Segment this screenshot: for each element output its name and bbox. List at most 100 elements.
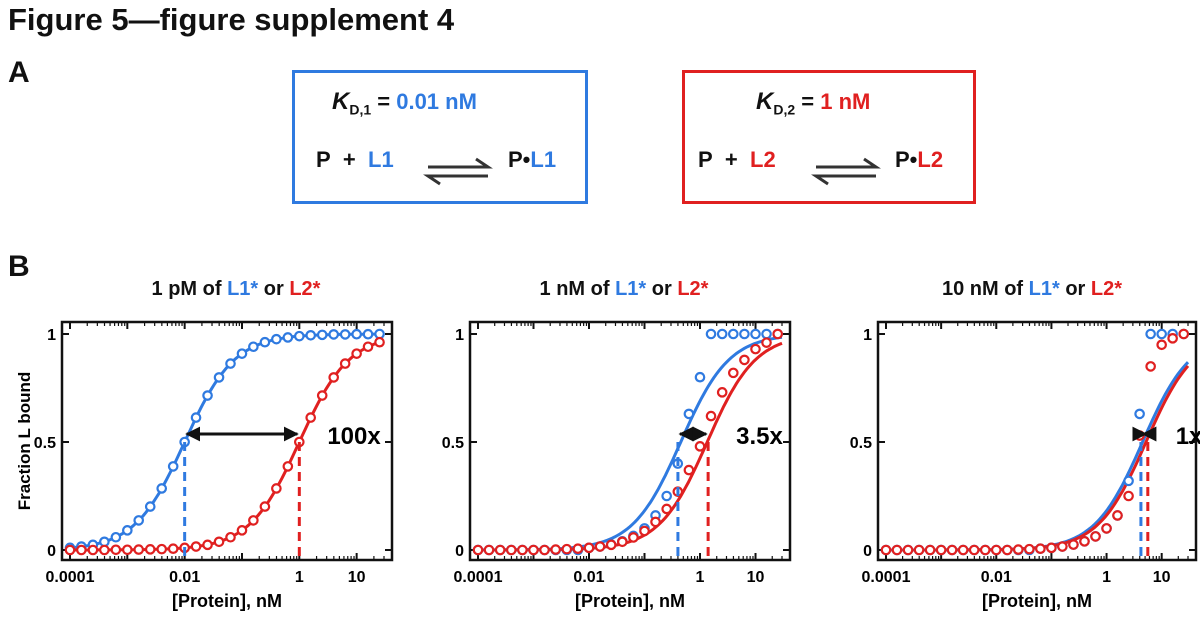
data-point-L2: [1013, 544, 1024, 555]
x-tick-label: 0.0001: [454, 569, 503, 586]
data-point-L2: [305, 412, 317, 423]
rxn1-ligand: L1: [368, 147, 394, 172]
reaction-box-l1: [292, 70, 588, 204]
data-point-L1: [202, 390, 213, 401]
data-point-L2: [902, 544, 914, 556]
chart-2: 0 0.5 1 0.0001 0.01 1 10 [Protein], nM 3.5x: [442, 320, 792, 611]
chart-3: 0 0.5 1 0.0001 0.01 1 10 [Protein], nM 1x: [850, 320, 1200, 611]
kd2-equals: =: [795, 89, 821, 114]
data-point-L2: [650, 516, 661, 528]
data-point-L2: [328, 372, 340, 383]
data-point-L2: [517, 544, 528, 556]
equilibrium-arrows-2: [811, 157, 881, 186]
data-point-L1: [167, 461, 179, 472]
x-tick-label: 1: [696, 569, 705, 586]
kd1-equals: =: [371, 89, 397, 114]
data-point-L2: [990, 544, 1002, 556]
kd1-symbol: K: [332, 88, 350, 115]
data-point-L2: [202, 539, 213, 551]
panel-a-letter: A: [8, 56, 30, 89]
data-point-L1: [1134, 408, 1145, 420]
data-point-L2: [761, 337, 772, 348]
chart-3-title-l1: L1*: [1028, 278, 1060, 300]
kd1-label: KD,1 = 0.01 nM: [332, 88, 477, 117]
data-point-L1: [133, 515, 145, 526]
data-point-L1: [728, 328, 739, 340]
y-tick-label: 1: [455, 327, 464, 344]
x-tick-label: 0.0001: [46, 569, 95, 586]
chart-2-title-mid: or: [646, 278, 678, 300]
data-point-L1: [305, 329, 317, 341]
y-tick-label: 0: [863, 543, 872, 560]
fold-difference-label: 3.5x: [736, 423, 783, 450]
data-point-L2: [594, 541, 606, 552]
chart-1-title-mid: or: [258, 278, 290, 300]
data-point-L2: [1167, 333, 1178, 344]
data-point-L2: [494, 544, 506, 556]
x-tick-label: 0.0001: [862, 569, 911, 586]
data-point-L1: [144, 501, 156, 512]
data-point-L2: [87, 544, 99, 556]
data-point-L2: [605, 539, 617, 551]
chart-3-title-prefix: 10 nM of: [941, 278, 1029, 300]
fold-difference-label: 1x: [1176, 423, 1200, 450]
y-tick-label: 0: [455, 543, 464, 560]
data-point-L2: [1024, 543, 1035, 555]
reaction-2: P + L2: [698, 147, 776, 173]
rxn1-complex-p: P•: [508, 147, 531, 172]
chart-2-title-l2: L2*: [677, 278, 709, 300]
rxn1-plus: +: [342, 147, 356, 172]
data-point-L2: [891, 544, 903, 556]
data-point-L1: [213, 372, 225, 383]
figure-title: Figure 5—figure supplement 4: [8, 2, 455, 37]
data-point-L2: [1035, 543, 1046, 555]
data-point-L1: [122, 525, 133, 536]
data-point-L2: [728, 367, 739, 379]
data-point-L2: [144, 544, 156, 555]
data-point-L2: [716, 387, 728, 398]
rxn2-complex-l: L2: [917, 147, 944, 172]
data-point-L1: [683, 408, 695, 420]
chart-1: 0 0.5 1 0.0001 0.01 1 10 [Protein], nM Fraction …: [15, 320, 394, 611]
data-point-L2: [236, 525, 248, 536]
data-point-L1: [739, 328, 750, 340]
data-point-L2: [76, 544, 87, 556]
data-point-L2: [316, 390, 328, 401]
data-point-L2: [1123, 490, 1134, 502]
data-point-L2: [1156, 339, 1167, 351]
data-point-L2: [739, 354, 750, 366]
data-point-L1: [750, 328, 761, 340]
fit-curve-L1: [886, 361, 1190, 552]
y-tick-label: 1: [47, 327, 56, 344]
data-point-L2: [639, 525, 650, 537]
data-point-L2: [167, 543, 179, 555]
data-point-L2: [750, 343, 761, 355]
data-point-L2: [282, 461, 294, 472]
data-point-L1: [294, 330, 305, 342]
rxn1-complex: P•L1: [508, 147, 556, 173]
x-tick-label: 0.01: [169, 569, 200, 586]
data-point-L2: [1112, 510, 1123, 521]
y-tick-label: 0.5: [850, 435, 872, 452]
y-tick-label: 1: [863, 327, 872, 344]
data-point-L2: [483, 544, 495, 556]
x-tick-label: 1: [1102, 569, 1111, 586]
data-point-L2: [1068, 539, 1079, 550]
data-point-L2: [628, 532, 639, 543]
data-point-L2: [617, 536, 628, 548]
data-point-L1: [716, 328, 728, 340]
data-point-L2: [539, 544, 550, 556]
data-point-L2: [772, 328, 784, 340]
y-tick-label: 0.5: [442, 435, 464, 452]
data-point-L1: [328, 329, 340, 340]
rxn1-protein: P: [316, 147, 331, 172]
chart-3-title-l2: L2*: [1090, 278, 1123, 300]
data-point-L1: [339, 329, 351, 340]
x-tick-label: 0.01: [573, 569, 604, 586]
chart-3-title-mid: or: [1059, 278, 1091, 300]
data-point-L2: [213, 536, 225, 548]
data-point-L2: [374, 336, 385, 348]
data-point-L2: [880, 544, 892, 556]
data-point-L2: [505, 544, 517, 556]
data-point-L2: [705, 410, 717, 422]
